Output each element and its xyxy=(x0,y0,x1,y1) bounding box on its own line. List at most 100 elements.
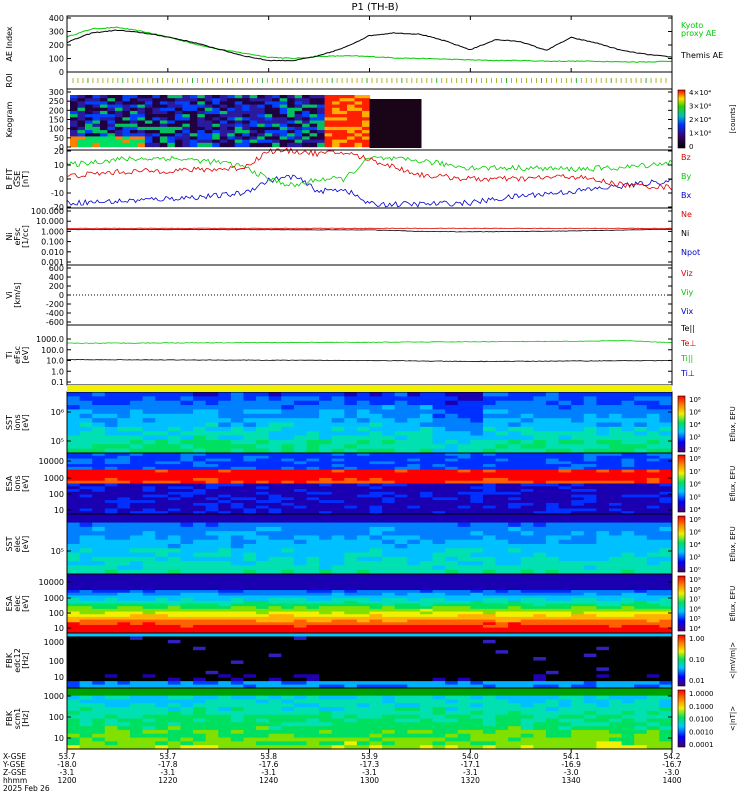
esa_i-cell xyxy=(306,455,320,460)
sst_e-cell xyxy=(67,518,81,524)
esa_i-cell xyxy=(193,464,207,468)
esa_e-cell xyxy=(621,606,635,610)
esa_e-cell xyxy=(344,590,358,594)
esa_i-cell xyxy=(67,489,81,493)
esa_e-cell xyxy=(432,630,446,634)
fbk_e-cell xyxy=(457,639,471,644)
sst_e-cell xyxy=(646,526,660,532)
esa_e-cell xyxy=(142,595,156,599)
keogram-cell xyxy=(212,142,221,148)
keogram-cell xyxy=(144,117,154,122)
esa_e-cell xyxy=(344,598,358,602)
fbk_e-cell xyxy=(319,657,333,661)
sst_e-cell xyxy=(104,569,118,575)
esa_e-cell xyxy=(419,627,434,631)
esa_e-cell xyxy=(432,592,446,596)
esa_i-cell xyxy=(180,489,194,493)
esa_e-cell xyxy=(268,600,282,604)
keogram-cell xyxy=(70,110,79,116)
esa_i-cell xyxy=(155,494,169,498)
esa_e-cell xyxy=(230,622,244,626)
sst_i-cell xyxy=(117,405,131,410)
esa_e-cell xyxy=(104,587,118,591)
fbk_e-cell xyxy=(356,657,370,661)
sst_e-cell xyxy=(117,518,131,524)
keogram-cell xyxy=(152,130,161,135)
esa_i-cell xyxy=(130,502,144,507)
keogram-cell xyxy=(242,139,251,145)
esa_i-cell xyxy=(482,464,497,468)
ae-legend-entry: Kyoto xyxy=(681,21,703,30)
esa_i-cell xyxy=(634,477,648,482)
esa_i-cell xyxy=(407,502,421,507)
fbk_e-cell xyxy=(457,650,471,655)
fbk_e-cell xyxy=(545,660,560,665)
keogram-cell xyxy=(84,101,94,106)
esa_e-cell xyxy=(218,579,232,583)
ae-tick-label: 200 xyxy=(49,41,64,50)
esa_e-cell xyxy=(382,627,396,631)
sst_e-cell xyxy=(79,531,93,536)
fbk_e-cell xyxy=(608,633,623,637)
esa_e-cell xyxy=(520,611,534,615)
esa_i-cell xyxy=(533,455,547,460)
sst_e-cell xyxy=(445,514,459,519)
keogram-cell xyxy=(339,136,348,141)
esa_e-cell xyxy=(218,590,232,594)
esa_i-cell xyxy=(495,461,509,465)
fbk_e-cell xyxy=(369,653,383,658)
esa_i-cell xyxy=(331,511,345,515)
esa_i-cell xyxy=(659,497,673,501)
esa_e-cell xyxy=(104,616,118,621)
esa_e-cell xyxy=(520,590,534,594)
sst_i-cell xyxy=(205,422,219,428)
esa_i-cell xyxy=(117,466,131,471)
keogram-cell xyxy=(92,107,101,113)
keogram-cell xyxy=(219,104,228,109)
keogram-cell xyxy=(279,133,288,138)
sst_i-cell xyxy=(382,413,396,419)
sst_e-cell xyxy=(92,569,106,575)
keogram-cell xyxy=(227,95,236,100)
sst_e-cell xyxy=(520,544,534,549)
sst_e-cell xyxy=(167,544,181,549)
keogram-cell xyxy=(92,98,101,103)
fbk_e-cell xyxy=(281,667,295,672)
keogram-cell xyxy=(257,114,266,119)
keogram-cell xyxy=(354,110,363,116)
sst_e-cell xyxy=(432,548,446,554)
keogram-cell xyxy=(152,139,161,145)
fbk_e-cell xyxy=(407,660,421,665)
keogram-cell xyxy=(257,98,266,103)
keogram-cell xyxy=(257,117,266,122)
sst_i-cell xyxy=(356,439,370,445)
esa_i-cell xyxy=(482,455,497,460)
fbk_e-cell xyxy=(230,670,244,675)
esa_e-cell xyxy=(306,630,320,634)
sst_i-cell xyxy=(344,448,358,454)
fbk_e-cell xyxy=(92,633,106,637)
esa_i-cell xyxy=(306,475,320,479)
sst_e-cell xyxy=(369,544,383,549)
esa_i-cell xyxy=(470,497,484,501)
sst_i-cell xyxy=(470,409,484,415)
sst_e-cell xyxy=(445,561,459,566)
fbk_e-cell xyxy=(596,660,610,665)
keogram-cell xyxy=(174,117,183,122)
sst_i-cell xyxy=(281,418,295,423)
keogram-cell xyxy=(362,117,371,122)
fbk_e-cell xyxy=(583,633,597,637)
esa_i-cell xyxy=(621,511,635,515)
sst_i-cell xyxy=(79,448,93,454)
esa_e-cell xyxy=(67,603,81,607)
esa_e-cell xyxy=(230,600,244,604)
sst_e-cell xyxy=(634,556,648,562)
esa_i-cell xyxy=(205,472,219,476)
sst_i-cell xyxy=(218,418,232,423)
fbk_e-cell xyxy=(67,667,81,672)
esa_i-cell xyxy=(230,480,244,484)
esa_i-cell xyxy=(482,505,497,509)
sst_i-cell xyxy=(646,426,660,432)
sst_e-cell xyxy=(596,569,610,575)
esa_i-cell xyxy=(621,508,635,512)
